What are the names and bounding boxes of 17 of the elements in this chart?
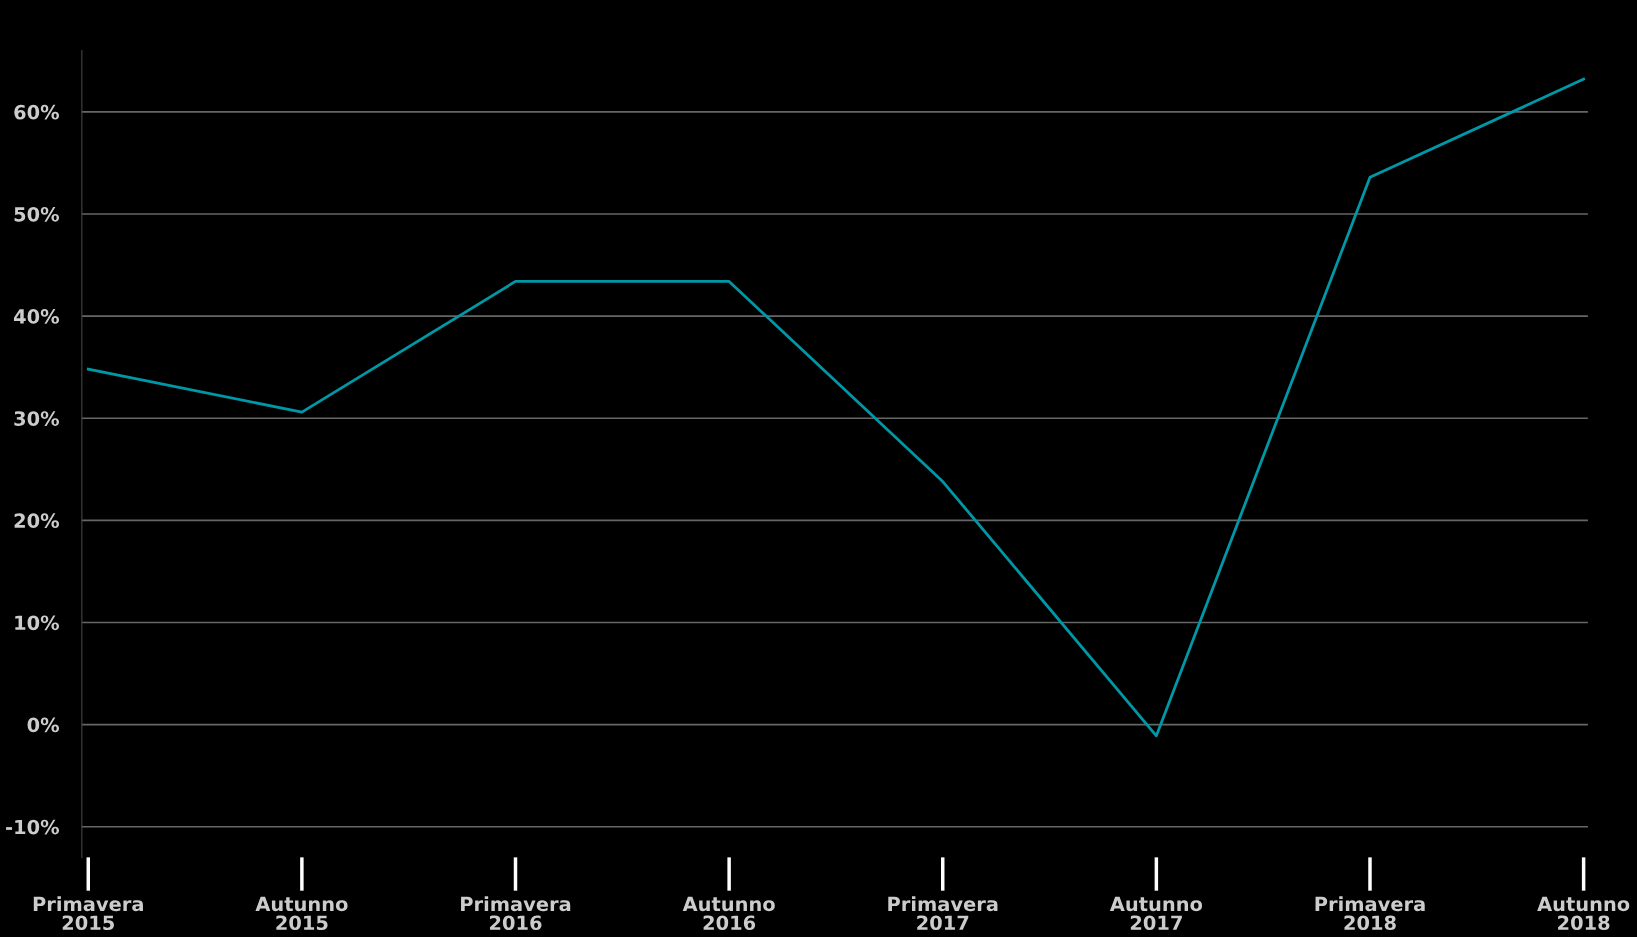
x-tick-label: Primavera 2018	[1315, 896, 1425, 931]
x-tick-label: Primavera 2015	[33, 896, 143, 931]
line-series	[86, 77, 1586, 738]
y-tick-label: 60%	[14, 104, 60, 120]
x-tick-label: Autunno 2015	[255, 896, 348, 931]
x-tick-label: Primavera 2016	[461, 896, 571, 931]
y-tick-label: 0%	[27, 717, 60, 733]
y-tick-label: 40%	[13, 309, 60, 324]
y-tick-label: 10%	[15, 615, 60, 631]
x-tick-label: Autunno 2018	[1537, 896, 1630, 931]
y-tick-label: -10%	[6, 819, 60, 835]
x-tick-label: Primavera 2017	[888, 896, 998, 931]
y-tick-label: 20%	[14, 513, 60, 529]
y-tick-label: 50%	[14, 206, 60, 222]
x-tick-label: Autunno 2017	[1109, 896, 1203, 931]
y-tick-label: 30%	[14, 411, 60, 426]
x-tick-label: Autunno 2016	[682, 896, 775, 931]
